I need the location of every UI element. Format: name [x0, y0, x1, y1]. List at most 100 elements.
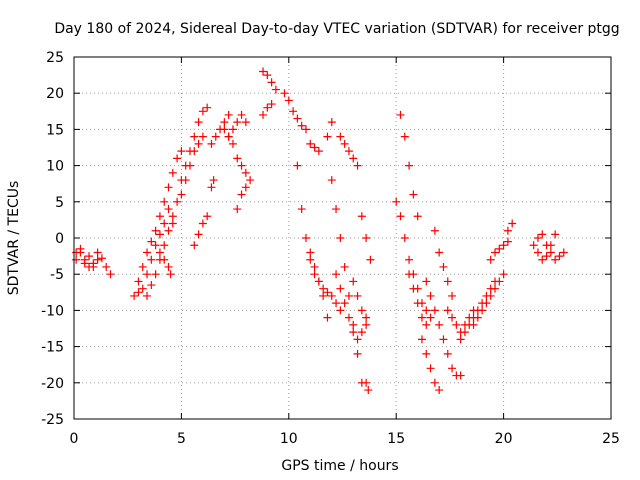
- series-s15: [259, 67, 280, 94]
- data-point: [143, 291, 152, 300]
- data-point: [190, 241, 199, 250]
- data-point: [417, 313, 426, 322]
- data-point: [417, 335, 426, 344]
- data-point: [280, 89, 289, 98]
- data-point: [160, 219, 169, 228]
- data-point: [181, 176, 190, 185]
- series-s18: [306, 139, 323, 156]
- data-point: [503, 226, 512, 235]
- data-point: [332, 270, 341, 279]
- series-s25: [349, 277, 371, 322]
- data-point: [409, 284, 418, 293]
- data-point: [314, 277, 323, 286]
- chart-title: Day 180 of 2024, Sidereal Day-to-day VTE…: [54, 21, 619, 37]
- data-point: [173, 154, 182, 163]
- series-s22: [332, 270, 371, 344]
- data-point: [495, 244, 504, 253]
- data-point: [364, 386, 373, 395]
- series-s10: [207, 110, 233, 148]
- data-point: [344, 291, 353, 300]
- data-point: [430, 306, 439, 315]
- data-point: [538, 230, 547, 239]
- data-point: [173, 197, 182, 206]
- data-point: [106, 270, 115, 279]
- data-point: [542, 252, 551, 261]
- data-point: [344, 147, 353, 156]
- data-point: [177, 147, 186, 156]
- data-point: [362, 378, 371, 387]
- series-s12: [220, 125, 255, 185]
- series-s9: [190, 212, 212, 250]
- data-point: [168, 219, 177, 228]
- data-point: [448, 364, 457, 373]
- data-point: [310, 143, 319, 152]
- x-axis-label: GPS time / hours: [281, 458, 398, 474]
- data-point: [353, 291, 362, 300]
- data-point: [486, 291, 495, 300]
- data-point: [147, 237, 156, 246]
- series-s5: [143, 212, 177, 300]
- data-point: [233, 205, 242, 214]
- data-point: [473, 313, 482, 322]
- data-point: [353, 335, 362, 344]
- data-point: [478, 306, 487, 315]
- data-point: [97, 254, 106, 263]
- data-point: [228, 125, 237, 134]
- data-point: [413, 212, 422, 221]
- data-point: [207, 183, 216, 192]
- data-point: [413, 299, 422, 308]
- data-point: [76, 244, 85, 253]
- series-s23: [327, 176, 366, 387]
- data-point: [349, 320, 358, 329]
- data-point: [482, 299, 491, 308]
- data-point: [241, 183, 250, 192]
- data-point: [147, 255, 156, 264]
- series-s29: [396, 110, 422, 221]
- data-point: [353, 349, 362, 358]
- data-point: [134, 277, 143, 286]
- data-point: [155, 230, 164, 239]
- data-point: [448, 291, 457, 300]
- data-point: [456, 335, 465, 344]
- data-point: [168, 168, 177, 177]
- data-point: [151, 241, 160, 250]
- data-point: [327, 118, 336, 127]
- data-point: [362, 320, 371, 329]
- data-point: [392, 197, 401, 206]
- data-point: [85, 252, 94, 261]
- series-s30: [405, 270, 431, 329]
- data-point: [85, 262, 94, 271]
- data-point: [357, 306, 366, 315]
- data-point: [439, 335, 448, 344]
- series-s34: [443, 306, 478, 337]
- data-point: [306, 255, 315, 264]
- data-point: [366, 255, 375, 264]
- data-point: [362, 234, 371, 242]
- data-point: [198, 107, 207, 116]
- y-tick-label: -20: [41, 376, 64, 392]
- data-point: [80, 255, 89, 264]
- data-point: [289, 107, 298, 116]
- data-point: [72, 255, 81, 264]
- x-tick-labels: 0 5 10 15 20 25: [70, 431, 620, 447]
- data-point: [241, 118, 250, 127]
- data-point: [220, 118, 229, 127]
- data-point: [422, 306, 431, 315]
- series-s39: [529, 230, 568, 264]
- data-point: [405, 255, 414, 264]
- data-point: [332, 205, 341, 214]
- series-s40: [533, 230, 560, 264]
- data-point: [340, 299, 349, 308]
- series-s3: [130, 147, 186, 300]
- data-point: [203, 103, 212, 112]
- data-point: [237, 161, 246, 170]
- y-tick-label: -10: [41, 303, 64, 319]
- data-point: [168, 212, 177, 221]
- series-s26: [357, 212, 375, 264]
- data-point: [164, 262, 173, 271]
- data-point: [443, 349, 452, 358]
- series-s11: [207, 176, 218, 192]
- data-point: [130, 291, 139, 300]
- data-point: [160, 241, 169, 250]
- data-point: [508, 219, 517, 228]
